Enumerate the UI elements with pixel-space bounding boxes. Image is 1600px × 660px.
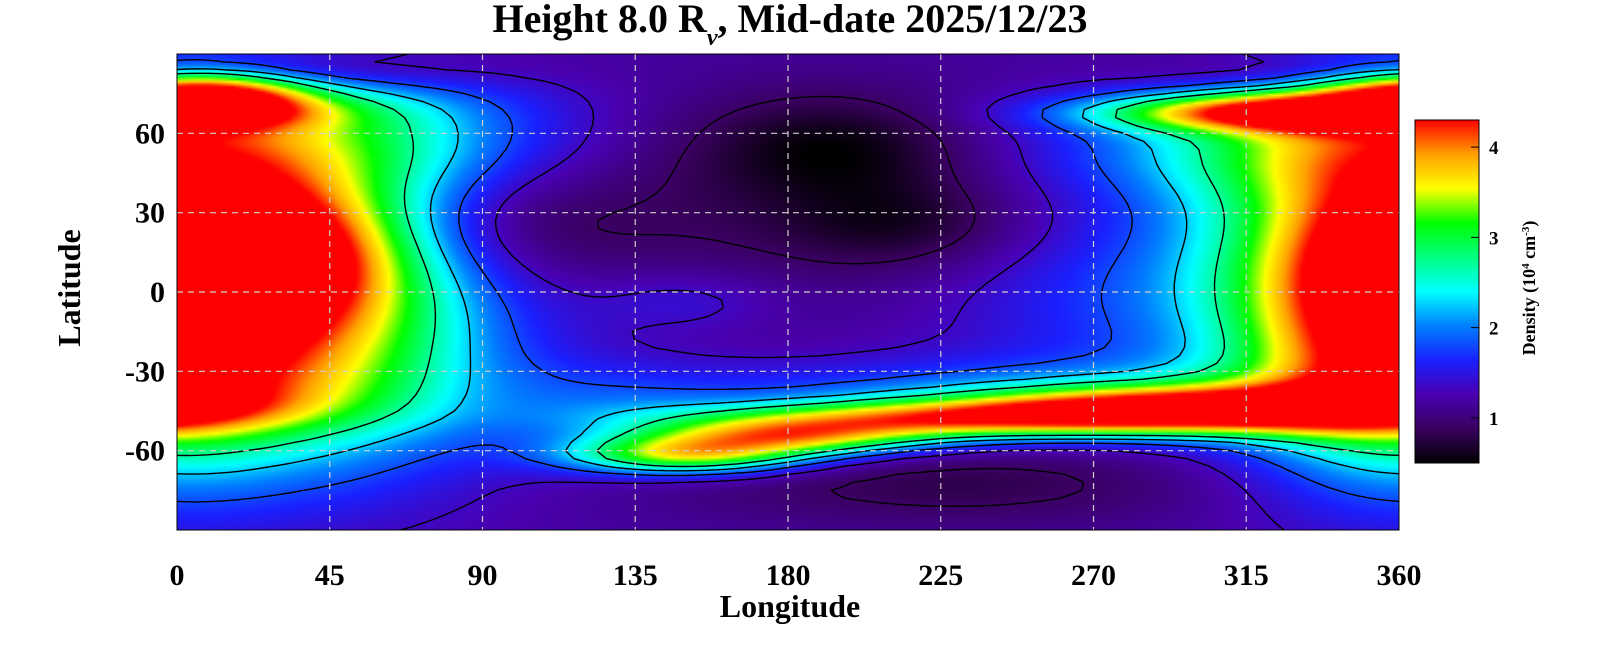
y-tick-label: 0: [150, 276, 165, 309]
contour-lines: [177, 54, 1399, 530]
x-tick-label: 360: [1377, 559, 1422, 592]
y-axis-label: Latitude: [51, 229, 87, 346]
colorbar: 1 2 3 4 Density (104 cm-3): [1414, 119, 1540, 464]
x-axis-label: Longitude: [720, 588, 860, 624]
x-tick-label: 0: [170, 559, 185, 592]
colorbar-scale: [1414, 119, 1480, 464]
x-tick-label: 180: [766, 559, 811, 592]
x-axis-ticks: 0 45 90 135 180 225 270 315 360: [170, 559, 1422, 592]
x-tick-label: 270: [1071, 559, 1116, 592]
grid-lines: [177, 54, 1399, 530]
y-tick-label: 60: [135, 117, 165, 150]
contour-line: [177, 72, 1399, 468]
x-tick-label: 135: [613, 559, 658, 592]
colorbar-label: Density (104 cm-3): [1519, 221, 1540, 356]
chart-title: Height 8.0 Rν, Mid-date 2025/12/23: [492, 0, 1087, 51]
plot-border: [176, 53, 1400, 531]
contour-line: [597, 95, 1085, 507]
y-tick-label: -60: [125, 435, 165, 468]
colorbar-tick-label: 4: [1489, 138, 1499, 159]
plot-area: [176, 53, 1400, 531]
y-tick-label: 30: [135, 197, 165, 230]
x-tick-label: 45: [315, 559, 345, 592]
colorbar-tick-label: 3: [1489, 228, 1499, 249]
y-axis-ticks: 60 30 0 -30 -60: [125, 117, 165, 467]
colorbar-ticks: 1 2 3 4: [1471, 138, 1499, 430]
colorbar-tick-label: 1: [1489, 409, 1499, 430]
colorbar-tick-label: 2: [1489, 319, 1499, 340]
contour-line: [177, 68, 1399, 475]
x-tick-label: 315: [1224, 559, 1269, 592]
y-tick-label: -30: [125, 355, 165, 388]
x-tick-label: 90: [468, 559, 498, 592]
x-tick-label: 225: [918, 559, 963, 592]
